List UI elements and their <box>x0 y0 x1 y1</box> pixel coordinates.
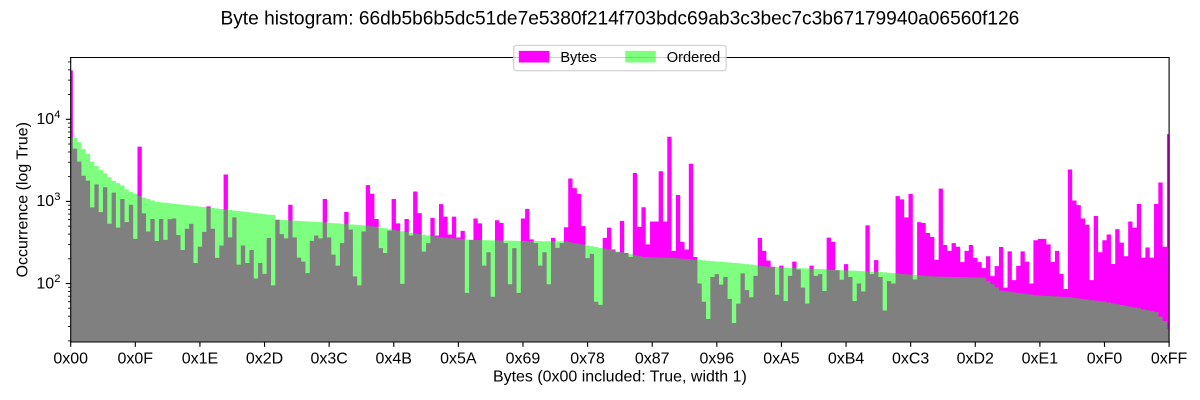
svg-text:Bytes (0x00 included: True, wi: Bytes (0x00 included: True, width 1) <box>493 369 747 386</box>
svg-text:0x69: 0x69 <box>506 350 541 367</box>
svg-text:0x1E: 0x1E <box>182 350 218 367</box>
svg-text:0xB4: 0xB4 <box>828 350 865 367</box>
svg-text:0x87: 0x87 <box>635 350 670 367</box>
svg-text:0x78: 0x78 <box>570 350 605 367</box>
svg-text:Occurrence (log True): Occurrence (log True) <box>15 122 32 277</box>
svg-text:0x2D: 0x2D <box>246 350 283 367</box>
svg-text:1 0 4: 1 0 4 <box>36 104 60 129</box>
svg-text:1 0 2: 1 0 2 <box>36 268 60 293</box>
svg-text:0x4B: 0x4B <box>376 350 412 367</box>
svg-text:0xE1: 0xE1 <box>1022 350 1059 367</box>
svg-text:1 0 3: 1 0 3 <box>36 186 60 211</box>
svg-text:Byte histogram: 66db5b6b5dc51d: Byte histogram: 66db5b6b5dc51de7e5380f21… <box>220 9 1019 30</box>
svg-text:0x5A: 0x5A <box>440 350 477 367</box>
svg-text:0x00: 0x00 <box>53 350 88 367</box>
svg-text:0xD2: 0xD2 <box>957 350 994 367</box>
svg-text:0x96: 0x96 <box>699 350 734 367</box>
svg-text:Bytes: Bytes <box>560 50 596 66</box>
svg-text:0x0F: 0x0F <box>118 350 154 367</box>
svg-text:0xFF: 0xFF <box>1151 350 1188 367</box>
svg-text:0x3C: 0x3C <box>311 350 348 367</box>
svg-text:Ordered: Ordered <box>667 50 720 66</box>
svg-text:0xF0: 0xF0 <box>1087 350 1123 367</box>
svg-text:0xA5: 0xA5 <box>763 350 800 367</box>
svg-text:0xC3: 0xC3 <box>892 350 929 367</box>
